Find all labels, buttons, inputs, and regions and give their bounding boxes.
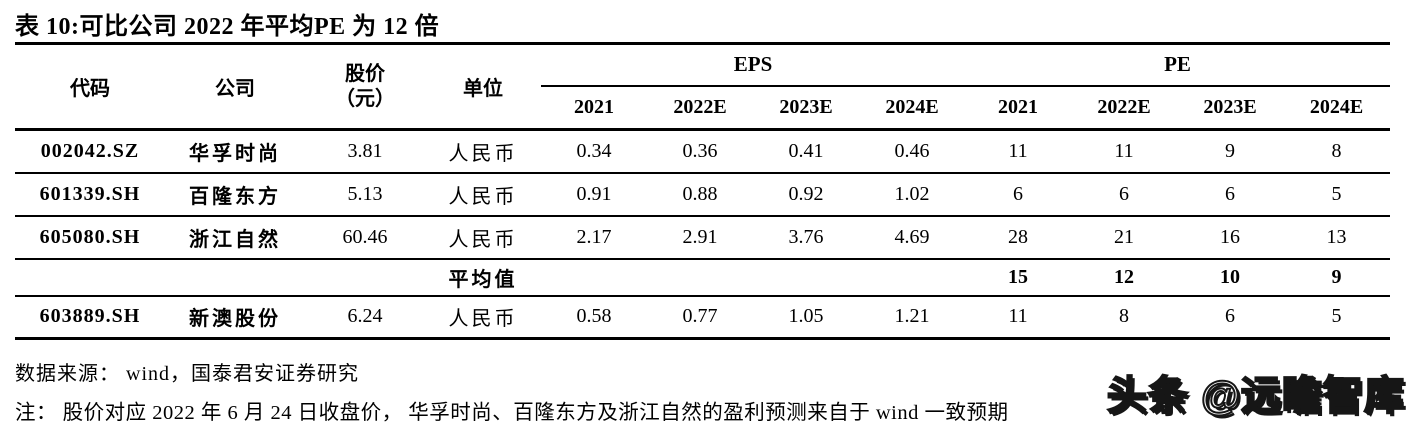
eps-2023e-cell: 3.76	[753, 215, 859, 260]
price-cell: 3.81	[305, 129, 425, 174]
company-cell: 百隆东方	[165, 172, 305, 217]
code-column-header: 代码	[15, 43, 165, 131]
unit-column-header: 单位	[425, 43, 541, 131]
pe-2024e-cell: 13	[1283, 215, 1391, 260]
pe-group-header: PE	[965, 43, 1391, 87]
unit-cell: 人民币	[425, 295, 541, 340]
eps-2023e-cell	[753, 258, 859, 297]
eps-2021-cell: 0.58	[541, 295, 647, 340]
pe-year-2023e-header: 2023E	[1177, 85, 1284, 131]
table-title: 表 10:可比公司 2022 年平均PE 为 12 倍	[15, 14, 440, 40]
pe-2021-cell: 11	[965, 129, 1072, 174]
watermark-text: 头条 @远瞻智库	[1106, 373, 1405, 419]
price-header-line1: 股价	[345, 62, 385, 85]
average-row: 平均值 15 12 10 9	[15, 258, 1391, 297]
eps-2023e-cell: 0.41	[753, 129, 859, 174]
price-cell: 6.24	[305, 295, 425, 340]
table-body: 002042.SZ 华孚时尚 3.81 人民币 0.34 0.36 0.41 0.46 11 11…	[15, 129, 1391, 340]
pe-2021-cell: 11	[965, 295, 1072, 340]
pe-year-2021-header: 2021	[965, 85, 1072, 131]
price-cell: 5.13	[305, 172, 425, 217]
code-cell: 605080.SH	[15, 215, 165, 260]
pe-2022e-cell: 21	[1071, 215, 1178, 260]
pe-year-2024e-header: 2024E	[1283, 85, 1391, 131]
footnote-text: 注： 股价对应 2022 年 6 月 24 日收盘价， 华孚时尚、百隆东方及浙江…	[15, 402, 1009, 424]
pe-2023e-cell: 6	[1177, 295, 1284, 340]
pe-2023e-cell: 16	[1177, 215, 1284, 260]
pe-2022e-cell: 6	[1071, 172, 1178, 217]
eps-2021-cell: 0.34	[541, 129, 647, 174]
comparable-companies-table: 代码 公司 股价 （元） 单位 EPS PE 2021 2022E 2023E …	[15, 42, 1391, 340]
eps-2024e-cell: 4.69	[859, 215, 966, 260]
pe-2023e-cell: 6	[1177, 172, 1284, 217]
eps-2024e-cell: 1.21	[859, 295, 966, 340]
company-row: 002042.SZ 华孚时尚 3.81 人民币 0.34 0.36 0.41 0.46 11 11…	[15, 129, 1391, 174]
price-header-line2: （元）	[335, 87, 395, 110]
data-source-text: 数据来源： wind，国泰君安证券研究	[15, 363, 359, 385]
company-row: 601339.SH 百隆东方 5.13 人民币 0.91 0.88 0.92 1.02 6 6 6 5	[15, 172, 1391, 217]
header-years-row: 2021 2022E 2023E 2024E 2021 2022E 2023E …	[15, 85, 1391, 131]
company-cell	[165, 258, 305, 297]
price-cell	[305, 258, 425, 297]
pe-2021-cell: 28	[965, 215, 1072, 260]
eps-year-2022e-header: 2022E	[647, 85, 753, 131]
unit-cell: 人民币	[425, 172, 541, 217]
eps-2023e-cell: 0.92	[753, 172, 859, 217]
pe-2021-cell: 6	[965, 172, 1072, 217]
pe-2024e-cell: 9	[1283, 258, 1391, 297]
eps-2022e-cell: 0.36	[647, 129, 753, 174]
eps-2024e-cell: 0.46	[859, 129, 966, 174]
header-group-row: 代码 公司 股价 （元） 单位 EPS PE	[15, 43, 1391, 131]
price-column-header: 股价 （元）	[305, 43, 425, 131]
pe-2022e-cell: 11	[1071, 129, 1178, 174]
company-cell: 华孚时尚	[165, 129, 305, 174]
eps-2021-cell	[541, 258, 647, 297]
company-cell: 浙江自然	[165, 215, 305, 260]
pe-2023e-cell: 10	[1177, 258, 1284, 297]
eps-2021-cell: 2.17	[541, 215, 647, 260]
pe-2023e-cell: 9	[1177, 129, 1284, 174]
pe-2021-cell: 15	[965, 258, 1072, 297]
unit-cell: 人民币	[425, 129, 541, 174]
code-cell: 002042.SZ	[15, 129, 165, 174]
table-header: 代码 公司 股价 （元） 单位 EPS PE 2021 2022E 2023E …	[15, 43, 1391, 131]
eps-2022e-cell	[647, 258, 753, 297]
eps-2024e-cell: 1.02	[859, 172, 966, 217]
eps-2022e-cell: 0.88	[647, 172, 753, 217]
eps-2022e-cell: 2.91	[647, 215, 753, 260]
code-cell	[15, 258, 165, 297]
eps-year-2024e-header: 2024E	[859, 85, 966, 131]
eps-2021-cell: 0.91	[541, 172, 647, 217]
code-cell: 601339.SH	[15, 172, 165, 217]
pe-year-2022e-header: 2022E	[1071, 85, 1178, 131]
company-row: 603889.SH 新澳股份 6.24 人民币 0.58 0.77 1.05 1.21 11 8 6…	[15, 295, 1391, 340]
unit-cell: 人民币	[425, 215, 541, 260]
eps-year-2021-header: 2021	[541, 85, 647, 131]
eps-group-header: EPS	[541, 43, 966, 87]
pe-2022e-cell: 8	[1071, 295, 1178, 340]
pe-2024e-cell: 5	[1283, 172, 1391, 217]
company-cell: 新澳股份	[165, 295, 305, 340]
price-cell: 60.46	[305, 215, 425, 260]
eps-2022e-cell: 0.77	[647, 295, 753, 340]
company-row: 605080.SH 浙江自然 60.46 人民币 2.17 2.91 3.76 4.69 28 2…	[15, 215, 1391, 260]
eps-2023e-cell: 1.05	[753, 295, 859, 340]
company-column-header: 公司	[165, 43, 305, 131]
eps-2024e-cell	[859, 258, 966, 297]
unit-cell: 平均值	[425, 258, 541, 297]
pe-2024e-cell: 8	[1283, 129, 1391, 174]
code-cell: 603889.SH	[15, 295, 165, 340]
pe-2022e-cell: 12	[1071, 258, 1178, 297]
eps-year-2023e-header: 2023E	[753, 85, 859, 131]
pe-2024e-cell: 5	[1283, 295, 1391, 340]
